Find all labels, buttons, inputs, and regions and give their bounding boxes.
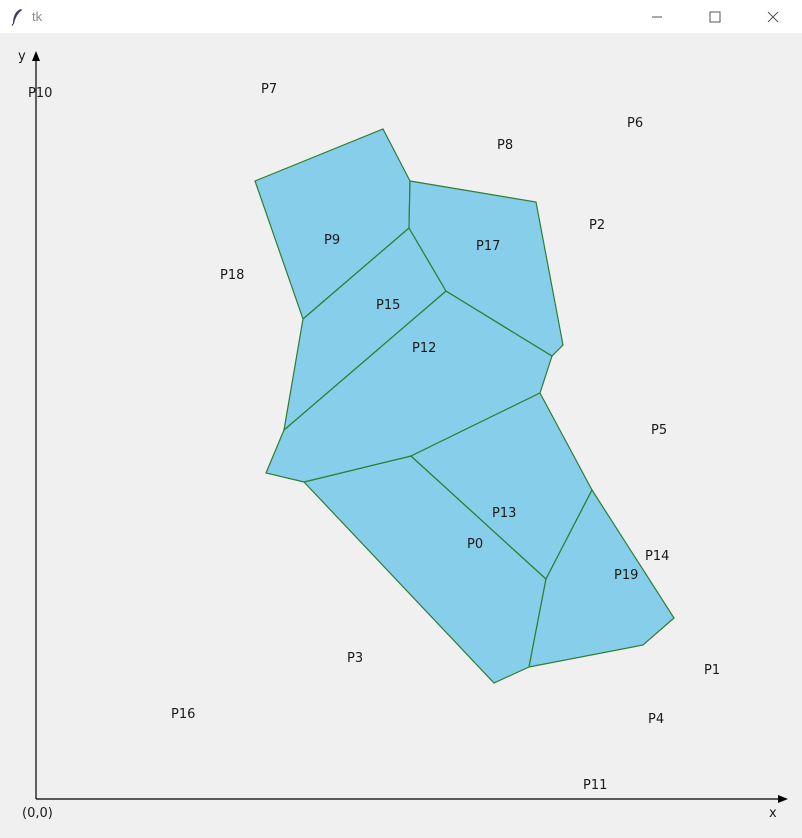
point-label-p14: P14	[645, 549, 669, 564]
y-axis-arrow-icon	[32, 51, 40, 61]
voronoi-cell-p19	[528, 488, 675, 668]
voronoi-cell-p17	[408, 180, 564, 357]
point-label-p0: P0	[467, 537, 483, 552]
voronoi-plot: x y (0,0) P0P1P2P3P4P5P6P7P8P9P10P11P12P…	[18, 49, 788, 821]
close-button[interactable]	[744, 0, 802, 33]
point-label-p4: P4	[648, 712, 664, 727]
point-label-p16: P16	[171, 707, 195, 722]
feather-icon	[10, 8, 24, 26]
point-label-p18: P18	[220, 268, 244, 283]
point-label-p8: P8	[497, 138, 513, 153]
point-label-p12: P12	[412, 341, 436, 356]
title-bar[interactable]: tk	[0, 0, 802, 33]
origin-label: (0,0)	[22, 806, 53, 821]
point-label-p11: P11	[583, 778, 607, 793]
window-title: tk	[32, 9, 43, 24]
point-label-p19: P19	[614, 568, 638, 583]
x-axis-label: x	[769, 806, 777, 821]
point-label-p9: P9	[324, 233, 340, 248]
maximize-button[interactable]	[686, 0, 744, 33]
minimize-icon	[652, 16, 662, 17]
point-label-p10: P10	[28, 86, 52, 101]
maximize-icon	[709, 11, 721, 22]
axes: x y (0,0)	[18, 49, 788, 821]
point-label-p15: P15	[376, 298, 400, 313]
point-labels: P0 P1 P2 P3 P4 P5 P6 P7 P8 P9 P10 P11 P12 P13 P14 P15 P1…	[28, 82, 720, 793]
plot-canvas[interactable]: x y (0,0) P0 P1 P2 P3 P4 P5 P6 P7 P8 P9 P10 P11 P12 P…	[0, 33, 802, 838]
voronoi-cells	[254, 128, 675, 684]
minimize-button[interactable]	[628, 0, 686, 33]
point-label-p17: P17	[476, 239, 500, 254]
point-label-p6: P6	[627, 116, 643, 131]
y-axis-label: y	[18, 49, 26, 64]
point-label-p1: P1	[704, 663, 720, 678]
window-controls	[628, 0, 802, 33]
point-label-p7: P7	[261, 82, 277, 97]
point-label-p3: P3	[347, 651, 363, 666]
point-label-p13: P13	[492, 506, 516, 521]
point-label-p2: P2	[589, 218, 605, 233]
x-axis-arrow-icon	[778, 795, 788, 803]
point-label-p5: P5	[651, 423, 667, 438]
close-icon	[767, 11, 779, 22]
